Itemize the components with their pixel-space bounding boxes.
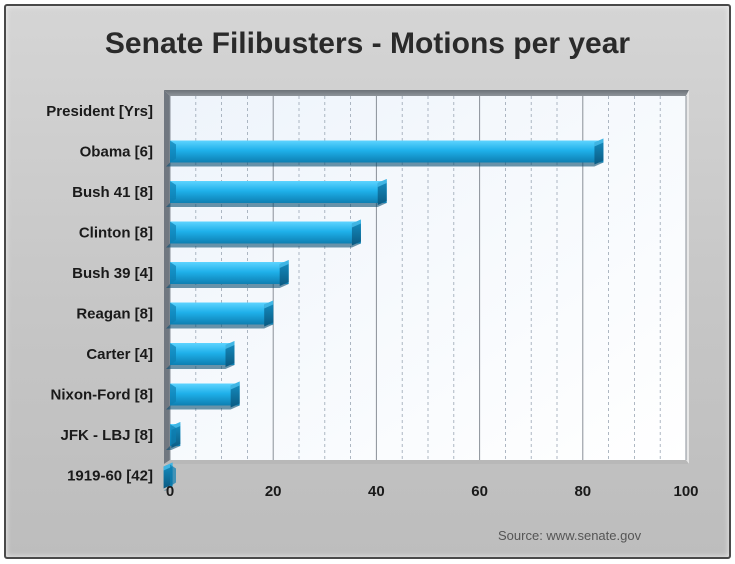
x-tick-label: 60 [471, 483, 488, 500]
category-label: JFK - LBJ [8] [60, 427, 153, 444]
x-tick-label: 100 [673, 483, 698, 500]
bar-end-highlight [264, 300, 274, 309]
bar-bottom-face [166, 324, 274, 329]
bar-left-bevel [170, 221, 176, 244]
plot-side-wall [164, 90, 170, 464]
bar-end-highlight [225, 341, 235, 349]
category-label: Clinton [8] [79, 225, 153, 242]
bar-front-face [170, 302, 274, 325]
bar-bottom-face [166, 284, 289, 288]
x-tick-label: 0 [166, 483, 174, 500]
plot-top-wall [164, 90, 689, 96]
source-note: Source: www.senate.gov [498, 528, 642, 543]
bar-end-highlight [594, 138, 604, 147]
category-label: 1919-60 [42] [67, 468, 153, 485]
bar-bottom-face [166, 203, 387, 207]
category-label: Bush 41 [8] [72, 184, 153, 201]
bar-front-face [170, 221, 361, 244]
bar-bottom-face [163, 486, 173, 491]
bar-bottom-face [166, 405, 240, 410]
bar-front-face [170, 181, 387, 203]
bar-end-highlight [351, 219, 361, 228]
bar-left-bevel [170, 302, 176, 325]
chart-title: Senate Filibusters - Motions per year [104, 27, 631, 60]
bar-left-bevel [170, 464, 176, 487]
bar-left-bevel [170, 383, 176, 406]
x-tick-label: 20 [265, 483, 282, 500]
bar-left-bevel [170, 140, 176, 163]
bar-left-bevel [170, 343, 176, 365]
category-header-label: President [Yrs] [46, 103, 153, 120]
bar [166, 422, 181, 450]
bar-front-face [170, 140, 604, 163]
bar-end-highlight [163, 462, 173, 471]
bar [166, 381, 240, 410]
x-tick-label: 40 [368, 483, 385, 500]
plot-right-edge [686, 90, 689, 464]
bar-front-face [170, 383, 240, 406]
bar-left-bevel [170, 424, 176, 446]
plot-floor [164, 460, 689, 464]
bar-end-highlight [230, 381, 240, 390]
bar-end-highlight [279, 260, 289, 268]
category-label: Reagan [8] [76, 306, 153, 323]
bar-bottom-face [166, 446, 181, 450]
bar [166, 138, 604, 167]
bar-end-highlight [377, 179, 387, 187]
bar-left-bevel [170, 181, 176, 203]
category-label: Carter [4] [86, 346, 153, 363]
category-label: Nixon-Ford [8] [51, 387, 154, 404]
category-label: Bush 39 [4] [72, 265, 153, 282]
bar [166, 219, 361, 248]
bar [166, 260, 289, 288]
bar-bottom-face [166, 162, 604, 167]
bar [166, 341, 235, 369]
bar-left-bevel [170, 262, 176, 284]
bar [163, 462, 176, 491]
bar-front-face [170, 262, 289, 284]
bar-front-face [170, 343, 235, 365]
bar [166, 300, 274, 329]
bar-bottom-face [166, 365, 235, 369]
x-tick-label: 80 [574, 483, 591, 500]
bar-bottom-face [166, 243, 361, 248]
bar [166, 179, 387, 207]
category-label: Obama [6] [80, 144, 153, 161]
